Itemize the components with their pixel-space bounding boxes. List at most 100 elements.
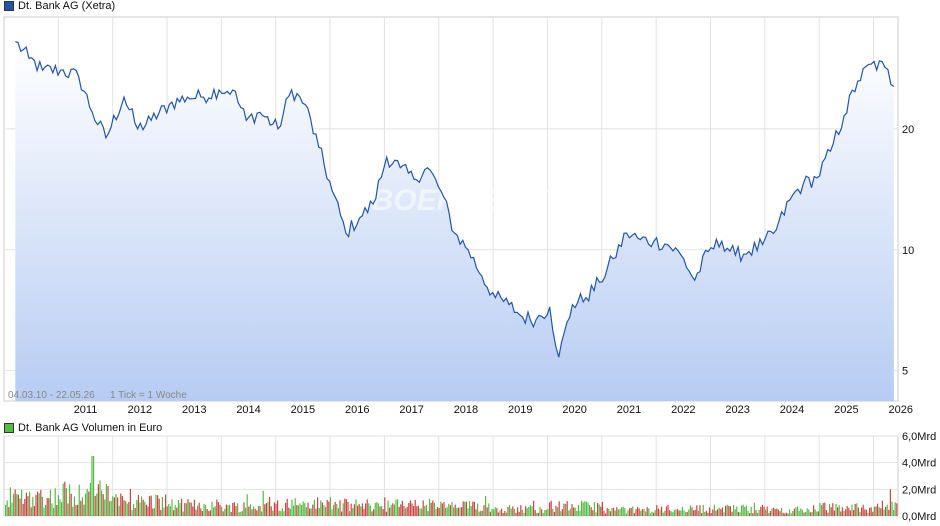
- volume-bar: [192, 506, 194, 516]
- volume-bar: [93, 456, 95, 516]
- volume-bar: [355, 499, 357, 516]
- volume-bar: [331, 509, 333, 516]
- volume-bar: [325, 506, 327, 516]
- volume-bar: [553, 511, 555, 516]
- volume-bar: [422, 500, 424, 516]
- volume-bar: [755, 510, 757, 516]
- volume-bar: [705, 510, 707, 516]
- volume-bar: [377, 503, 379, 516]
- volume-bar: [475, 509, 477, 516]
- volume-bar: [749, 513, 751, 516]
- volume-bar: [246, 494, 248, 516]
- volume-bar: [262, 490, 264, 516]
- volume-bar: [469, 501, 471, 516]
- volume-bar: [864, 509, 866, 516]
- volume-bar: [673, 509, 675, 516]
- volume-bar: [27, 496, 29, 516]
- volume-bar: [417, 505, 419, 516]
- volume-bar: [710, 513, 712, 516]
- price-y-axis: 5 10 20: [902, 124, 914, 378]
- volume-bar: [253, 506, 255, 516]
- volume-bar: [112, 496, 114, 516]
- volume-bar: [752, 513, 754, 516]
- volume-bar: [624, 508, 626, 516]
- volume-bar: [659, 509, 661, 516]
- volume-bar: [888, 509, 890, 516]
- volume-bar: [445, 508, 447, 516]
- volume-bar: [712, 509, 714, 516]
- volume-bar: [289, 508, 291, 516]
- volume-bar: [867, 512, 869, 516]
- volume-y-tick-label: 6,0Mrd: [902, 431, 936, 443]
- volume-bar: [37, 491, 39, 516]
- tick-note: 1 Tick = 1 Woche: [110, 390, 187, 401]
- price-line: [15, 41, 895, 358]
- volume-bar: [885, 507, 887, 516]
- volume-bar: [430, 503, 432, 516]
- volume-bar: [529, 505, 531, 516]
- volume-bar: [617, 509, 619, 516]
- volume-bar: [480, 510, 482, 516]
- volume-bar: [133, 504, 135, 516]
- price-x-tick-label: 2012: [128, 404, 152, 416]
- volume-bar: [877, 503, 879, 516]
- volume-bar: [329, 497, 331, 516]
- price-x-tick-label: 2019: [508, 404, 532, 416]
- volume-bar: [174, 505, 176, 516]
- volume-bar: [670, 511, 672, 516]
- volume-bar: [393, 504, 395, 516]
- volume-bar: [875, 506, 877, 516]
- volume-bar: [456, 507, 458, 516]
- volume-bar: [517, 507, 519, 516]
- volume-bar: [581, 500, 583, 516]
- volume-bar: [747, 510, 749, 516]
- volume-bar: [232, 502, 234, 516]
- volume-bar: [14, 489, 16, 516]
- volume-bar: [845, 509, 847, 516]
- price-x-axis: 2011 2012 2013 2014 2015 2016 2017 2018 2019 2020…: [74, 404, 913, 416]
- volume-bar: [97, 484, 99, 516]
- volume-bar: [145, 504, 147, 516]
- volume-bar: [323, 505, 325, 516]
- volume-bar: [603, 510, 605, 516]
- price-y-tick-label: 5: [902, 366, 908, 378]
- volume-legend: Dt. Bank AG Volumen in Euro: [4, 422, 162, 434]
- volume-bar: [789, 509, 791, 516]
- volume-bar: [214, 506, 216, 516]
- volume-bar: [782, 512, 784, 516]
- volume-bar: [243, 502, 245, 516]
- volume-bar: [86, 489, 88, 516]
- volume-bar: [817, 511, 819, 516]
- volume-bar: [496, 508, 498, 516]
- volume-bar: [73, 496, 75, 516]
- volume-bar: [129, 489, 131, 516]
- volume-bar: [265, 503, 267, 516]
- volume-bar: [357, 505, 359, 516]
- volume-bar: [221, 506, 223, 516]
- volume-bar: [280, 511, 282, 516]
- volume-bar: [45, 504, 47, 516]
- volume-bar: [838, 505, 840, 516]
- volume-bar: [25, 492, 27, 516]
- price-legend-swatch: [4, 1, 14, 11]
- volume-bar: [848, 507, 850, 516]
- volume-bar: [467, 508, 469, 516]
- volume-bar: [625, 513, 627, 516]
- volume-bar: [649, 513, 651, 516]
- volume-bar: [750, 506, 752, 516]
- volume-bar: [339, 500, 341, 516]
- volume-bar: [293, 505, 295, 516]
- volume-bar: [379, 506, 381, 516]
- volume-bar: [672, 512, 674, 516]
- volume-bar: [200, 508, 202, 516]
- volume-bar: [101, 490, 103, 516]
- price-x-tick-label: 2023: [725, 404, 749, 416]
- volume-bar: [870, 507, 872, 516]
- volume-bar: [683, 510, 685, 516]
- price-x-tick-label: 2018: [454, 404, 478, 416]
- volume-bar: [681, 506, 683, 516]
- volume-bar: [685, 512, 687, 516]
- volume-bar: [131, 510, 133, 516]
- volume-bar: [270, 506, 272, 516]
- volume-bar: [166, 506, 168, 516]
